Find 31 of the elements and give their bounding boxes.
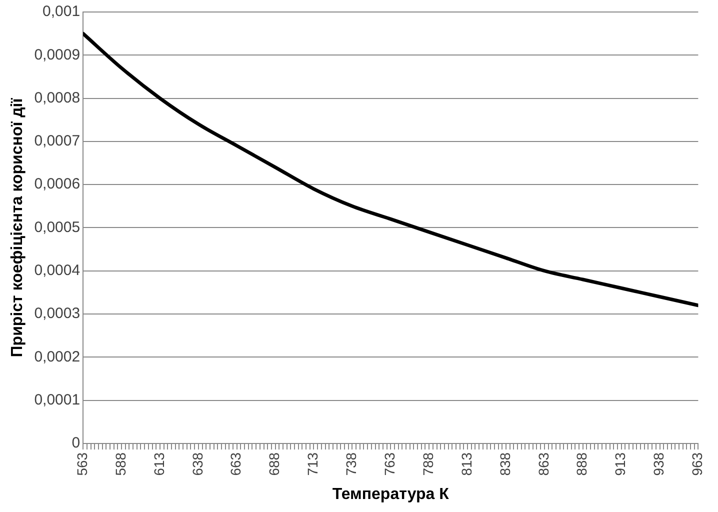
x-tick-label: 638 (189, 452, 206, 476)
y-tick-label: 0,001 (42, 3, 80, 20)
x-tick-label: 963 (689, 452, 706, 476)
y-tick-label: 0,0007 (34, 132, 80, 150)
x-tick-label: 563 (74, 452, 90, 476)
line-series (83, 32, 698, 308)
x-tick-label: 838 (496, 452, 513, 476)
y-tick-label: 0,0006 (34, 176, 80, 193)
x-tick-label: 913 (612, 452, 628, 476)
y-tick-label: 0,0002 (34, 348, 80, 366)
y-tick-label: 0,0004 (34, 262, 80, 280)
x-axis-title: Температура К (332, 486, 450, 503)
x-tick-label: 738 (343, 452, 360, 476)
y-tick-label: 0 (72, 434, 80, 452)
y-axis-title: Приріст коефіцієнта корисної дії (9, 98, 26, 358)
x-tick-label: 688 (266, 452, 282, 476)
x-tick-label: 613 (150, 452, 167, 476)
y-tick-label: 0,0005 (34, 218, 80, 236)
x-tick-label: 813 (458, 452, 474, 476)
x-tick-label: 788 (420, 452, 436, 476)
y-tick-label: 0,0008 (34, 89, 80, 106)
y-tick-label: 0,0003 (34, 305, 80, 322)
y-tick-label: 0,0009 (34, 46, 80, 64)
x-tick-label: 713 (304, 452, 321, 476)
y-tick-label: 0,0001 (34, 391, 80, 408)
x-tick-label: 588 (112, 452, 128, 476)
x-tick-label: 763 (382, 452, 398, 476)
x-tick-label: 938 (650, 452, 667, 476)
x-tick-label: 888 (574, 452, 590, 476)
x-tick-label: 663 (228, 452, 244, 476)
x-tick-label: 863 (535, 452, 552, 476)
